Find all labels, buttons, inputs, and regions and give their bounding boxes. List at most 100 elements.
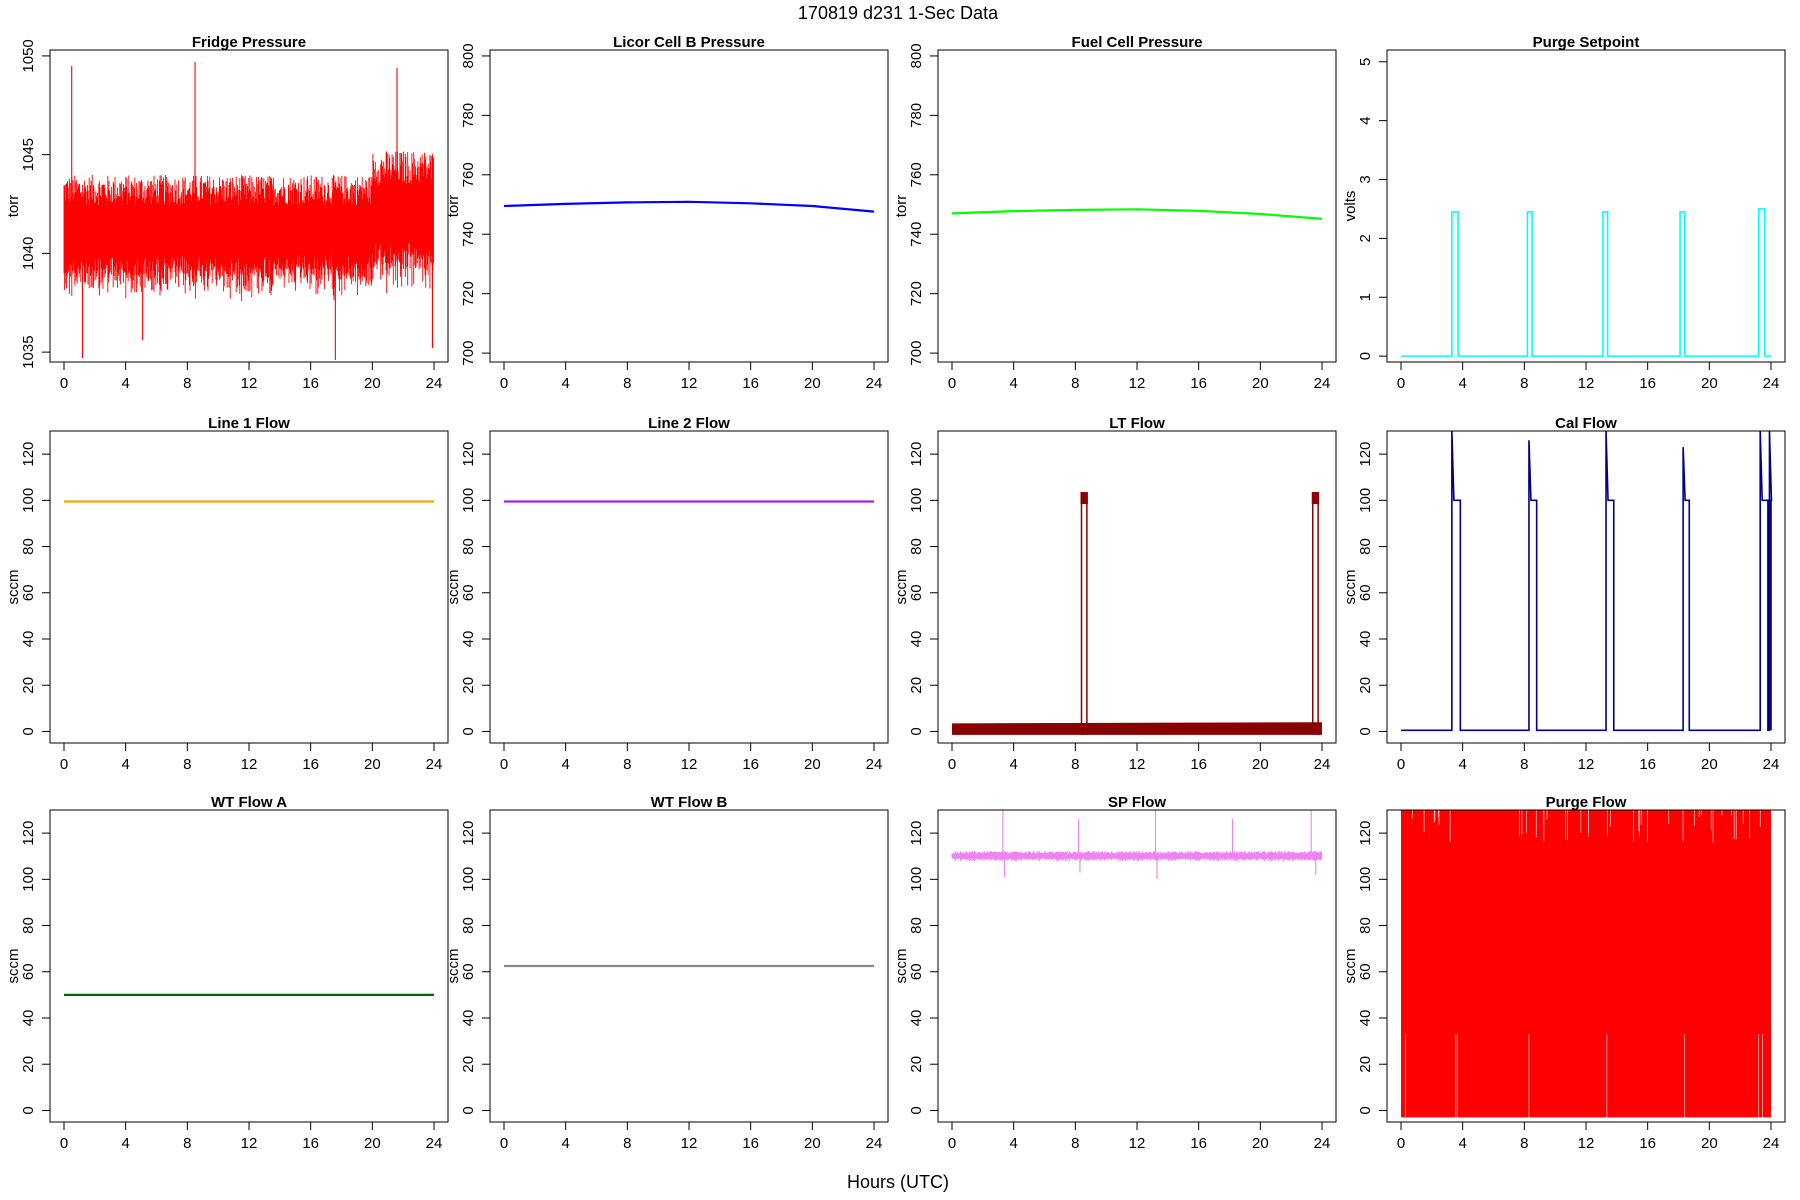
y-tick-label: 20 [20,677,37,694]
y-tick-label: 120 [908,442,925,467]
x-tick-label: 20 [1701,375,1718,392]
series-pulse [1080,497,1088,735]
y-tick-label: 0 [20,1106,37,1114]
y-tick-label: 100 [908,867,925,892]
y-tick-label: 40 [460,631,477,648]
y-tick-label: 0 [20,727,37,735]
y-tick-label: 0 [908,727,925,735]
plot-area [1401,208,1771,357]
y-tick-label: 0 [1357,1106,1374,1114]
x-tick-label: 8 [183,756,191,773]
x-tick-label: 24 [866,375,883,392]
y-tick-label: 80 [1357,538,1374,555]
y-tick-label: 120 [460,821,477,846]
x-tick-label: 12 [681,1135,698,1152]
x-tick-label: 20 [1252,756,1269,773]
y-axis-label: torr [445,195,462,218]
x-tick-label: 16 [742,375,759,392]
x-tick-label: 12 [241,375,258,392]
x-tick-label: 12 [1129,756,1146,773]
y-tick-label: 1050 [20,39,37,72]
y-tick-label: 3 [1357,175,1374,183]
series-line [503,200,875,213]
x-tick-label: 4 [1009,375,1017,392]
plot-area [951,810,1323,880]
panel-title: Fuel Cell Pressure [1072,34,1203,51]
series-pulse [1312,497,1319,735]
y-axis-label: sccm [1342,949,1359,984]
y-tick-label: 20 [908,677,925,694]
y-tick-label: 40 [460,1010,477,1027]
x-tick-label: 12 [681,375,698,392]
plot-frame [489,49,889,363]
x-tick-label: 24 [866,1135,883,1152]
y-tick-label: 1040 [20,237,37,270]
y-tick-label: 1045 [20,138,37,171]
x-tick-label: 20 [1252,375,1269,392]
x-tick-label: 8 [623,1135,631,1152]
series-line [1401,431,1773,732]
series-fill [1401,810,1771,1118]
panel-title: Line 2 Flow [648,415,730,432]
x-tick-label: 16 [1639,375,1656,392]
y-tick-label: 800 [908,43,925,68]
plot-frame [937,49,1337,363]
y-tick-label: 100 [908,488,925,513]
chart-panel: Cal Flow 0 4 8 12 16 20 24 0 20 40 60 80 100 120 sccm [1342,415,1786,773]
y-tick-label: 0 [1357,727,1374,735]
plot-frame [1386,49,1786,363]
y-tick-label: 700 [460,341,477,366]
x-tick-label: 0 [948,756,956,773]
y-tick-label: 80 [460,538,477,555]
y-tick-label: 60 [1357,584,1374,601]
y-tick-label: 40 [908,1010,925,1027]
y-axis-label: sccm [893,949,910,984]
x-tick-label: 4 [121,756,129,773]
chart-panel: Licor Cell B Pressure 0 4 8 12 16 20 24 700 720 74… [445,34,889,392]
x-tick-label: 24 [866,756,883,773]
y-tick-label: 720 [460,281,477,306]
y-tick-label: 60 [908,963,925,980]
y-axis-label: sccm [1342,570,1359,605]
x-tick-label: 4 [1458,375,1466,392]
x-tick-label: 4 [1458,1135,1466,1152]
panel-title: Cal Flow [1555,415,1617,432]
x-tick-label: 4 [1458,756,1466,773]
plot-frame [49,430,449,744]
x-tick-label: 8 [1071,375,1079,392]
x-tick-label: 20 [804,756,821,773]
x-tick-label: 20 [1701,756,1718,773]
plot-frame [489,430,889,744]
plot-area [1401,810,1771,1118]
x-tick-label: 20 [804,375,821,392]
y-tick-label: 0 [908,1106,925,1114]
x-tick-label: 20 [1252,1135,1269,1152]
y-tick-label: 120 [908,821,925,846]
chart-panel: Line 1 Flow 0 4 8 12 16 20 24 0 20 40 60 80 100 120 scc… [5,415,449,773]
x-tick-label: 12 [1578,756,1595,773]
y-tick-label: 760 [460,162,477,187]
x-tick-label: 8 [183,1135,191,1152]
x-tick-label: 24 [1314,1135,1331,1152]
y-tick-label: 120 [1357,442,1374,467]
plot-area [503,200,875,213]
x-tick-label: 12 [241,756,258,773]
y-tick-label: 800 [460,43,477,68]
series-gaps [1405,810,1763,1118]
y-tick-label: 100 [460,488,477,513]
y-axis-label: sccm [5,570,22,605]
x-tick-label: 12 [1578,1135,1595,1152]
y-axis-label: torr [893,195,910,218]
panel-title: SP Flow [1108,794,1166,811]
x-tick-label: 0 [500,375,508,392]
x-tick-label: 4 [1009,1135,1017,1152]
x-tick-label: 0 [500,756,508,773]
y-tick-label: 120 [460,442,477,467]
y-tick-label: 1 [1357,293,1374,301]
plot-frame [937,430,1337,744]
x-tick-label: 16 [1190,1135,1207,1152]
x-tick-label: 24 [426,375,443,392]
